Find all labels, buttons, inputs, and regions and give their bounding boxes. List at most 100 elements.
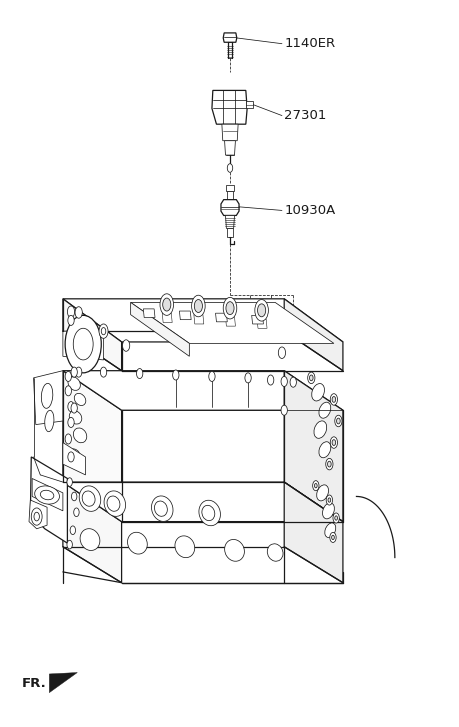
Ellipse shape	[127, 532, 147, 554]
Circle shape	[68, 316, 74, 326]
Circle shape	[334, 516, 337, 521]
Ellipse shape	[324, 523, 335, 537]
Circle shape	[65, 386, 71, 395]
Circle shape	[325, 495, 332, 505]
Circle shape	[334, 415, 341, 427]
Polygon shape	[143, 309, 155, 318]
Circle shape	[314, 483, 317, 488]
Ellipse shape	[40, 490, 54, 499]
Circle shape	[65, 316, 101, 373]
Circle shape	[194, 300, 202, 313]
Ellipse shape	[104, 491, 125, 516]
Polygon shape	[223, 33, 236, 42]
Polygon shape	[284, 371, 342, 521]
Ellipse shape	[322, 503, 334, 519]
Polygon shape	[63, 443, 85, 475]
Polygon shape	[193, 315, 203, 324]
Ellipse shape	[202, 505, 214, 521]
Polygon shape	[245, 101, 253, 108]
Polygon shape	[63, 299, 342, 342]
Circle shape	[331, 440, 335, 446]
Circle shape	[332, 513, 339, 523]
Circle shape	[280, 405, 287, 415]
Ellipse shape	[198, 500, 220, 526]
Circle shape	[73, 508, 79, 517]
Text: 1140ER: 1140ER	[284, 37, 335, 50]
Ellipse shape	[311, 384, 324, 401]
Circle shape	[208, 371, 215, 382]
Circle shape	[331, 535, 334, 539]
Ellipse shape	[318, 402, 330, 418]
Ellipse shape	[151, 496, 173, 521]
Polygon shape	[63, 371, 342, 410]
Circle shape	[65, 371, 71, 382]
Ellipse shape	[68, 449, 80, 461]
Ellipse shape	[313, 421, 326, 438]
Ellipse shape	[45, 410, 54, 432]
Ellipse shape	[73, 428, 87, 443]
Circle shape	[75, 307, 82, 318]
Ellipse shape	[41, 383, 53, 409]
Ellipse shape	[174, 536, 194, 558]
Polygon shape	[34, 371, 63, 425]
Circle shape	[330, 437, 337, 449]
Polygon shape	[30, 457, 67, 543]
Polygon shape	[226, 185, 233, 191]
Circle shape	[172, 370, 179, 380]
Polygon shape	[162, 313, 172, 323]
Circle shape	[312, 481, 318, 491]
Ellipse shape	[82, 491, 95, 506]
Circle shape	[101, 328, 106, 334]
Circle shape	[309, 375, 313, 381]
Circle shape	[191, 295, 205, 317]
Circle shape	[31, 508, 42, 525]
Circle shape	[325, 458, 332, 470]
Polygon shape	[225, 215, 234, 228]
Text: 27301: 27301	[284, 109, 326, 122]
Circle shape	[290, 377, 296, 387]
Polygon shape	[179, 311, 191, 320]
Circle shape	[225, 302, 234, 315]
Polygon shape	[63, 482, 121, 583]
Circle shape	[327, 498, 330, 502]
Polygon shape	[257, 319, 267, 329]
Circle shape	[136, 369, 142, 379]
Circle shape	[68, 417, 74, 427]
Circle shape	[68, 452, 74, 462]
Ellipse shape	[79, 486, 101, 511]
Circle shape	[67, 540, 72, 549]
Circle shape	[67, 478, 72, 486]
Circle shape	[67, 306, 74, 318]
Polygon shape	[215, 313, 227, 322]
Circle shape	[244, 373, 251, 383]
Polygon shape	[63, 332, 103, 360]
Polygon shape	[63, 371, 121, 521]
Text: FR.: FR.	[21, 677, 46, 690]
Ellipse shape	[68, 377, 80, 390]
Circle shape	[336, 418, 340, 424]
Ellipse shape	[224, 539, 244, 561]
Polygon shape	[251, 316, 263, 324]
Ellipse shape	[80, 529, 100, 550]
Circle shape	[329, 532, 336, 542]
Circle shape	[254, 300, 268, 321]
Polygon shape	[49, 672, 77, 693]
Circle shape	[257, 304, 265, 317]
Circle shape	[71, 367, 77, 377]
Polygon shape	[212, 90, 246, 124]
Circle shape	[327, 461, 330, 467]
Circle shape	[227, 164, 232, 172]
Polygon shape	[63, 299, 121, 371]
Ellipse shape	[267, 544, 282, 561]
Polygon shape	[32, 478, 63, 511]
Circle shape	[73, 329, 93, 360]
Circle shape	[71, 403, 77, 413]
Circle shape	[278, 347, 285, 358]
Ellipse shape	[107, 496, 120, 511]
Circle shape	[70, 526, 75, 534]
Circle shape	[65, 434, 71, 444]
Polygon shape	[227, 228, 232, 237]
Polygon shape	[130, 302, 333, 343]
Polygon shape	[221, 124, 238, 141]
Polygon shape	[284, 482, 342, 583]
